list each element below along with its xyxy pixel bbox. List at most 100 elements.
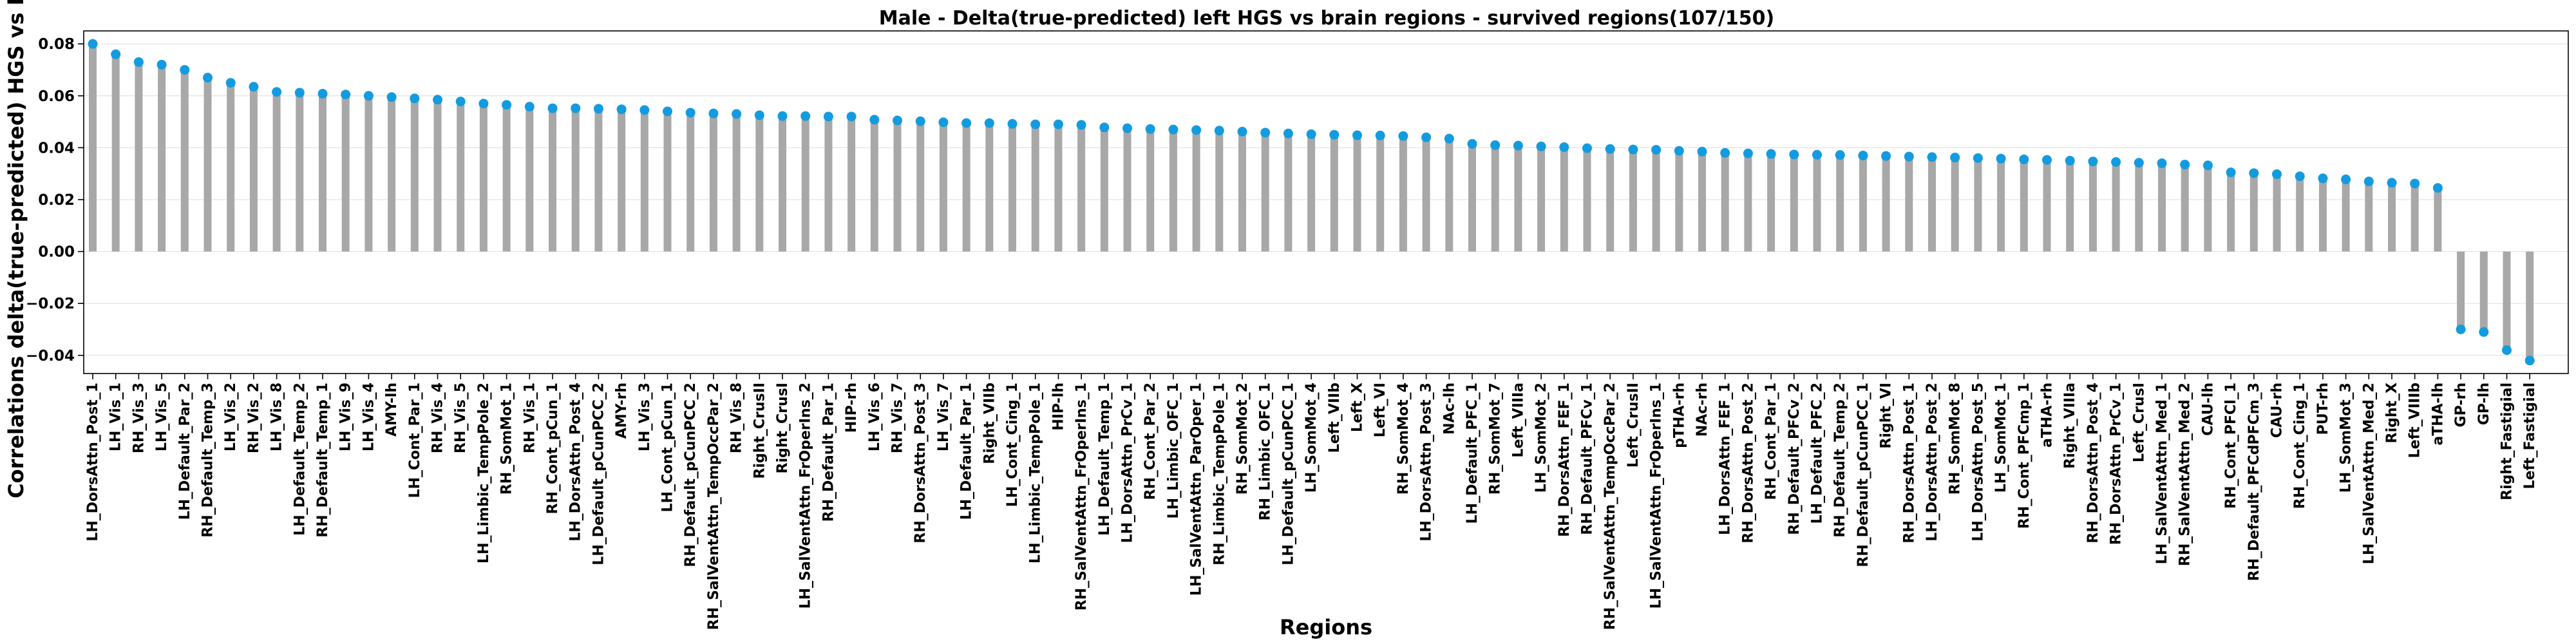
markers (88, 39, 2535, 366)
bar (870, 119, 878, 252)
x-tick-label: RH_Vis_7 (890, 383, 906, 453)
x-tick-label: RH_DorsAttn_FEF_1 (1557, 383, 1573, 537)
bar (502, 104, 511, 252)
data-point (1996, 153, 2006, 164)
bar (1077, 124, 1086, 252)
bar (1629, 149, 1637, 252)
data-point (1536, 141, 1546, 151)
x-tick-label: Right_VIIb (981, 383, 998, 464)
bar (2434, 187, 2442, 252)
data-point (317, 89, 328, 99)
bar (1330, 135, 1338, 252)
data-point (2479, 327, 2489, 337)
data-point (1582, 143, 1592, 153)
x-tick-label: LH_Vis_9 (338, 383, 354, 451)
data-point (1076, 120, 1086, 130)
data-point (1766, 149, 1776, 159)
bar (1928, 156, 1936, 252)
y-axis-label: Correlations delta(true-predicted) HGS v… (4, 0, 28, 498)
x-tick-label: RH_SalVentAttn_FrOperIns_1 (1074, 383, 1090, 611)
bar (1100, 127, 1108, 252)
bar (2088, 161, 2097, 252)
x-tick-label: RH_Cont_PFCmp_1 (2016, 383, 2032, 529)
data-point (1674, 146, 1684, 156)
data-point (2157, 158, 2167, 169)
x-tick-label: LH_DorsAttn_Post_1 (85, 383, 101, 542)
x-tick-label: LH_Limbic_TempPole_1 (1028, 383, 1044, 564)
x-tick-label: RH_Vis_2 (246, 383, 262, 453)
x-tick-label: AMY-lh (384, 383, 400, 437)
data-point (616, 104, 627, 115)
x-tick-label: LH_Default_Temp_1 (1097, 383, 1113, 536)
x-tick-label: GP-lh (2476, 383, 2492, 425)
bar (1491, 145, 1499, 252)
x-tick-label: RH_Default_Temp_1 (315, 383, 331, 538)
bar (1238, 131, 1246, 252)
data-point (1559, 142, 1569, 153)
bar (319, 93, 327, 252)
x-tick-label: Left_VI (1372, 383, 1388, 437)
bar (2273, 174, 2281, 252)
bar (296, 92, 304, 252)
bar (2043, 160, 2051, 252)
data-point (1697, 146, 1707, 156)
data-point (1720, 147, 1730, 158)
x-tick-label: LH_Vis_3 (637, 383, 653, 451)
y-tick-label: −0.02 (26, 296, 75, 312)
data-point (203, 73, 213, 83)
data-point (1099, 122, 1110, 133)
bar (594, 108, 603, 252)
data-point (180, 64, 190, 75)
bar (2204, 165, 2212, 252)
data-point (1191, 125, 1202, 135)
x-tick-label: Left_CrusI (2131, 383, 2147, 462)
data-point (294, 88, 305, 98)
x-tick-label: RH_Vis_4 (430, 383, 446, 453)
x-tick-label: LH_Limbic_OFC_1 (1166, 383, 1182, 518)
bar (2158, 163, 2166, 252)
x-axis-ticks: LH_DorsAttn_Post_1 LH_Vis_1 RH_Vis_3 LH_Vis… (85, 374, 2538, 630)
data-point (593, 104, 603, 114)
data-point (1030, 119, 1041, 129)
x-tick-label: RH_Default_PFCv_2 (1786, 383, 1803, 535)
bar (985, 123, 994, 252)
x-tick-label: Left_X (1350, 383, 1366, 432)
x-tick-label: LH_SalVentAttn_FrOperIns_1 (1649, 383, 1665, 609)
data-point (386, 92, 397, 102)
data-point (754, 110, 764, 120)
x-tick-label: Left_VIIIa (1510, 383, 1526, 457)
data-point (502, 100, 512, 110)
data-point (88, 39, 98, 49)
bar (479, 103, 488, 252)
x-tick-label: RH_SomMot_7 (1488, 383, 1504, 495)
data-point (2295, 171, 2305, 182)
data-point (1260, 128, 1271, 138)
bar (180, 70, 189, 252)
data-point (111, 49, 121, 59)
x-tick-label: CAU-rh (2269, 383, 2286, 438)
bar (1422, 137, 1430, 252)
x-tick-label: Left_Fastigial (2522, 383, 2538, 489)
data-point (961, 118, 972, 128)
bar (1192, 129, 1200, 252)
data-point (2502, 345, 2512, 355)
bars (89, 44, 2534, 361)
data-point (1927, 152, 1937, 162)
bar (1514, 146, 1522, 252)
data-point (1329, 129, 1340, 140)
data-point (2249, 168, 2259, 178)
bar (1009, 124, 1016, 252)
data-point (1237, 126, 1247, 137)
x-tick-label: RH_DorsAttn_Post_1 (1901, 383, 1917, 544)
data-point (410, 93, 420, 104)
y-tick-label: 0.08 (38, 36, 75, 53)
data-point (1490, 140, 1501, 150)
bar (1146, 129, 1155, 252)
x-tick-label: CAU-lh (2200, 383, 2216, 436)
data-point (2410, 178, 2420, 189)
data-point (708, 108, 719, 118)
x-tick-label: LH_Default_Par_2 (177, 383, 193, 520)
data-point (685, 108, 696, 118)
x-tick-label: RH_Default_pCunPCC_2 (683, 383, 699, 567)
data-point (156, 59, 167, 70)
